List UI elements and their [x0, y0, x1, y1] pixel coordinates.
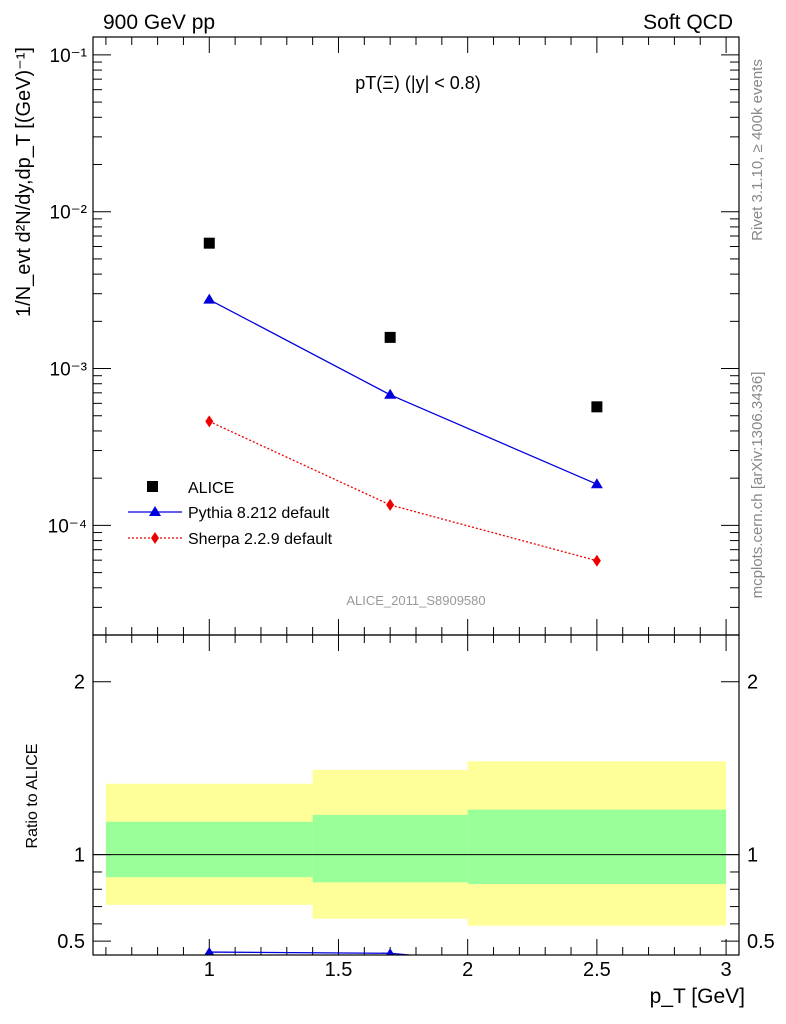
ratio-ytick-label-left: 1 — [74, 845, 85, 867]
analysis-watermark: ALICE_2011_S8909580 — [346, 593, 485, 608]
legend-sherpa-marker — [151, 532, 159, 544]
ratio-ytick-label-left: 0.5 — [57, 931, 85, 953]
band-inner-2 — [467, 809, 727, 885]
ratio-bands — [93, 761, 739, 926]
sherpa-point — [386, 498, 395, 511]
xtick-label: 2.5 — [583, 959, 611, 981]
xlabel: p_T [GeV] — [650, 985, 745, 1008]
alice-point — [203, 237, 215, 249]
main-marks — [203, 237, 603, 567]
legend-alice-marker — [147, 481, 158, 492]
main-axes: 10⁻⁴ 10⁻³ 10⁻² 10⁻¹ — [48, 37, 739, 636]
ratio-clipped — [204, 947, 417, 955]
band-inner-1 — [312, 814, 468, 883]
main-ytick-label: 10⁻¹ — [50, 46, 88, 67]
ratio-axes: 0.5 0.5 1 1 2 2 1 1.5 2 2.5 3 — [57, 635, 775, 981]
sherpa-point — [205, 415, 214, 428]
legend-pythia-label: Pythia 8.212 default — [188, 505, 330, 522]
xtick-label: 3 — [721, 959, 732, 981]
alice-point — [384, 331, 396, 343]
main-ytick-label: 10⁻⁴ — [48, 516, 87, 537]
xtick-label: 1 — [204, 959, 215, 981]
pythia-line — [208, 299, 598, 485]
rivet-label: Rivet 3.1.10, ≥ 400k events — [749, 59, 766, 241]
band-inner-0 — [105, 821, 313, 878]
ratio-ytick-label-right: 1 — [747, 845, 758, 867]
pythia-point — [590, 478, 603, 489]
main-ytick-label: 10⁻² — [50, 203, 88, 224]
ratio-ylabel: Ratio to ALICE — [24, 744, 41, 849]
ratio-pythia-point — [204, 947, 215, 955]
ratio-ytick-label-right: 2 — [747, 672, 758, 694]
ratio-ytick-label-left: 2 — [74, 672, 85, 694]
mcplots-label: mcplots.cern.ch [arXiv:1306.3436] — [749, 372, 766, 599]
ratio-pythia-point — [385, 948, 395, 955]
legend-pythia-marker — [149, 506, 161, 516]
ratio-marks — [204, 947, 417, 955]
header-left: 900 GeV pp — [103, 11, 215, 34]
pythia-point — [384, 388, 397, 399]
sherpa-point — [592, 554, 601, 567]
legend-alice-label: ALICE — [188, 480, 234, 497]
pythia-point — [203, 293, 216, 304]
ratio-frame — [92, 634, 740, 956]
main-ylabel: 1/N_evt d²N/dy,dp_T [(GeV)⁻¹] — [13, 47, 35, 317]
xtick-label: 1.5 — [325, 959, 353, 981]
ratio-ytick-label-right: 0.5 — [747, 931, 775, 953]
sherpa-line — [209, 420, 598, 562]
legend-sherpa-label: Sherpa 2.2.9 default — [188, 531, 333, 548]
alice-point — [591, 401, 603, 413]
main-ytick-label: 10⁻³ — [50, 360, 88, 381]
xtick-label: 2 — [462, 959, 473, 981]
legend: ALICE Pythia 8.212 default Sherpa 2.2.9 … — [128, 480, 333, 548]
header-right: Soft QCD — [643, 11, 733, 34]
plot-title: pT(Ξ) (|y| < 0.8) — [355, 73, 481, 93]
